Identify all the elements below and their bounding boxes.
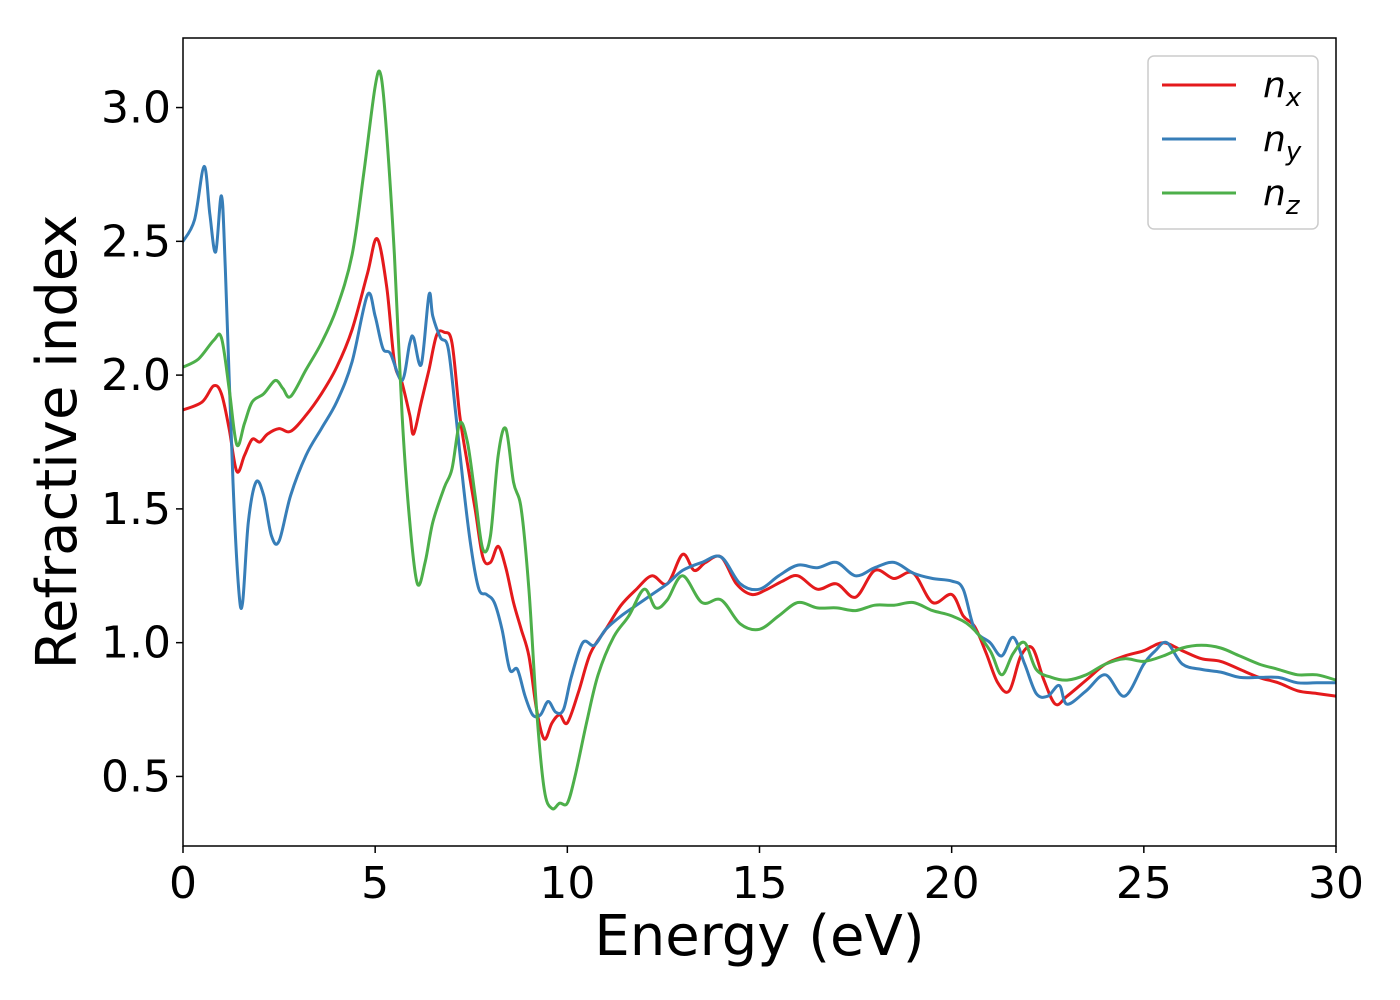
x-tick-label: 20 (924, 858, 980, 909)
y-tick-label: 3.0 (101, 83, 171, 134)
series-line-nx (183, 239, 1336, 740)
y-axis-ticks: 0.5 1.0 1.5 2.0 2.5 3.0 (101, 83, 183, 803)
legend-label-subscript: z (1285, 191, 1301, 221)
legend-label-subscript: y (1285, 137, 1302, 167)
legend-label-base: n (1263, 119, 1286, 160)
y-tick-label: 1.0 (101, 618, 171, 669)
x-tick-label: 25 (1116, 858, 1172, 909)
legend-label-base: n (1263, 65, 1286, 106)
y-tick-label: 2.0 (101, 350, 171, 401)
legend-label-subscript: x (1285, 83, 1302, 113)
y-tick-label: 0.5 (101, 751, 171, 802)
x-tick-label: 5 (361, 858, 389, 909)
y-tick-label: 1.5 (101, 484, 171, 535)
x-axis-ticks: 0 5 10 15 20 25 30 (169, 846, 1364, 909)
y-tick-label: 2.5 (101, 216, 171, 267)
x-tick-label: 15 (732, 858, 788, 909)
series-line-ny (183, 166, 1336, 717)
x-tick-label: 0 (169, 858, 197, 909)
x-tick-label: 30 (1308, 858, 1364, 909)
x-axis-label: Energy (eV) (594, 904, 924, 969)
legend-label-base: n (1263, 173, 1286, 214)
x-tick-label: 10 (539, 858, 595, 909)
y-axis-label: Refractive index (25, 215, 90, 670)
